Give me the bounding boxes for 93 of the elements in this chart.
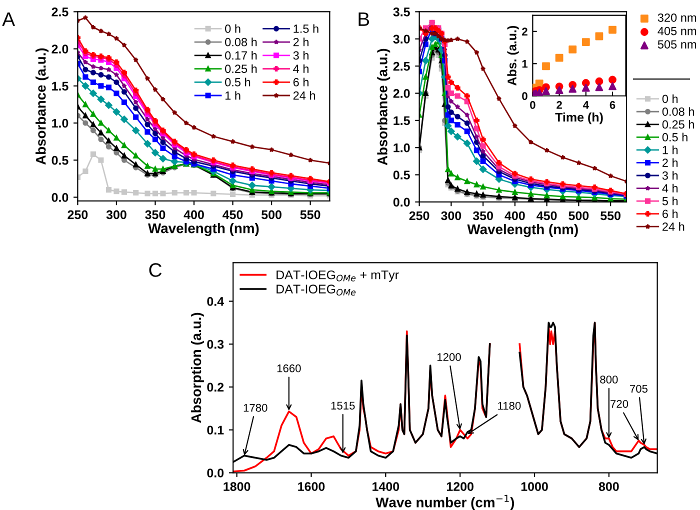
y-tick-label: 1.0 [394,143,410,152]
chart-title: B [358,12,370,26]
legend-label: 24 h [662,222,684,231]
legend-label: 1 h [225,91,240,100]
legend-label: DAT-IOEG$_{OMe}$ [276,284,356,296]
legend-label: 3 h [293,50,308,60]
y-axis-title: Absorption (a.u.) [190,312,204,423]
legend-label: 405 nm [658,26,696,36]
legend-label: 1.5 h [294,24,318,33]
legend-label: 505 nm [658,40,696,49]
legend-label: 1 h [662,146,678,154]
x-tick-label: 550 [300,210,320,220]
legend-label: DAT-IOEG$_{OMe}$ + mTyr [276,270,399,282]
y-axis-title: Absorbance (a.u.) [377,48,390,166]
x-tick-label: 400 [184,210,204,220]
x-axis-title: Wave number (cm$^{−1}$) [376,494,514,510]
legend-label: 5 h [662,196,678,206]
y-tick-label: 0.0 [207,468,224,478]
annotation: 720 [610,400,628,408]
legend-label: 0.08 h [662,107,694,116]
x-tick-label: 450 [536,211,557,220]
x-tick-label: 300 [106,210,126,220]
legend-label: 0.25 h [662,120,694,129]
x-tick-label: 6 [610,101,616,109]
y-tick-label: 3.0 [393,34,410,44]
y-tick-label: 0 [522,92,528,100]
annotation: 1780 [244,404,268,412]
x-tick-label: 500 [262,210,282,220]
legend-label: 24 h [293,91,316,100]
y-tick-label: 0.5 [52,156,68,165]
legend-label: 0.5 h [662,132,688,142]
annotation: 705 [630,384,648,393]
legend-label: 4 h [662,184,678,192]
y-tick-label: 0.0 [393,198,410,207]
legend-label: 2 h [662,158,678,167]
y-tick-label: 0.4 [207,297,224,306]
y-tick-label: 2.0 [393,89,410,98]
annotation: 800 [600,376,618,384]
x-tick-label: 0 [530,101,536,109]
x-tick-label: 350 [472,211,493,220]
x-tick-label: 300 [441,211,462,220]
legend-label: 6 h [662,209,678,218]
y-tick-label: 2.0 [52,44,68,54]
x-tick-label: 1600 [298,482,325,491]
x-tick-label: 400 [504,211,525,220]
x-tick-label: 800 [598,482,619,491]
x-tick-label: 250 [409,211,430,220]
legend-label: 0.25 h [225,64,257,74]
x-tick-label: 1000 [521,482,548,491]
y-tick-label: 1 [522,60,528,68]
x-tick-label: 1400 [372,482,400,491]
legend-label: 3 h [662,171,678,180]
x-tick-label: 550 [600,211,620,220]
legend-label: 0.08 h [225,38,257,46]
y-tick-label: 2.5 [393,62,410,71]
y-tick-label: 0.5 [393,170,410,180]
annotation: 1515 [331,402,355,410]
legend-label: 6 h [293,78,308,86]
annotation: 1200 [437,353,461,362]
annotation: 1660 [277,364,301,372]
y-tick-label: 0.3 [207,340,224,349]
x-tick-label: 1800 [224,482,250,491]
legend-label: 0.5 h [225,78,250,86]
y-tick-label: 3.5 [393,8,410,16]
x-tick-label: 450 [222,210,243,220]
x-tick-label: 4 [582,101,589,109]
legend-label: 320 nm [658,13,696,22]
y-axis-title: Absorbance (a.u.) [36,48,49,165]
chart-title: C [149,263,162,277]
x-tick-label: 500 [568,211,589,220]
x-tick-label: 1200 [446,482,474,491]
y-tick-label: 2 [522,28,528,36]
legend-label: 4 h [293,64,308,73]
x-tick-label: 350 [145,210,166,220]
legend-label: 0 h [662,94,678,104]
x-tick-label: 2 [556,101,562,109]
y-tick-label: 1.5 [394,116,410,126]
y-axis-title: Abs. (a.u.) [507,26,519,86]
y-tick-label: 0.0 [52,193,68,202]
y-tick-label: 1.5 [52,82,68,91]
x-tick-label: 250 [68,210,88,220]
x-axis-title: Wavelength (nm) [148,223,259,236]
y-tick-label: 0.2 [207,382,224,392]
legend-label: 0 h [225,24,240,33]
x-axis-title: Time (h) [555,112,603,124]
annotation: 1180 [498,402,521,410]
y-tick-label: 1.0 [52,118,68,128]
chart-title: A [2,12,16,26]
legend-label: 2 h [293,38,308,46]
y-tick-label: 0.1 [207,426,224,435]
y-tick-label: 2.5 [52,8,68,16]
legend-label: 0.17 h [225,50,257,60]
x-axis-title: Wavelength (nm) [467,224,578,238]
